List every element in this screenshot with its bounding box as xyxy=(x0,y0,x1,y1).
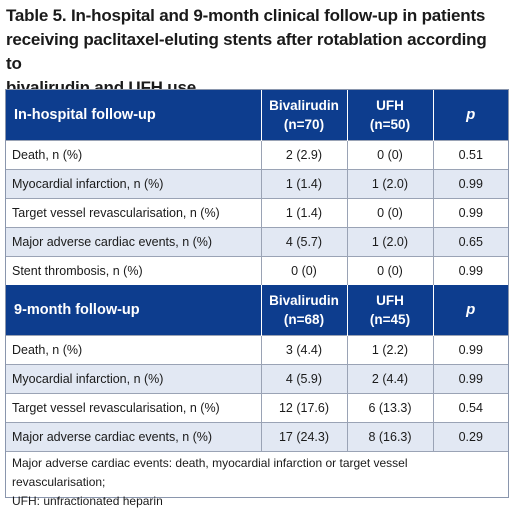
bivalirudin-value: 2 (2.9) xyxy=(260,139,347,169)
ufh-value: 1 (2.2) xyxy=(346,334,433,364)
row-label: Target vessel revascularisation, n (%) xyxy=(6,197,261,227)
p-value: 0.54 xyxy=(432,392,508,422)
p-value: 0.99 xyxy=(432,197,508,227)
table-row: Target vessel revascularisation, n (%) 1… xyxy=(6,392,508,422)
ufh-value: 0 (0) xyxy=(346,197,433,227)
section-header-9-month: 9-month follow-up Bivalirudin (n=68) UFH(… xyxy=(6,285,508,335)
section-title: 9-month follow-up xyxy=(6,285,261,335)
row-label: Death, n (%) xyxy=(6,139,261,169)
caption-line-2: receiving paclitaxel-eluting stents afte… xyxy=(6,30,487,73)
table-row: Myocardial infarction, n (%) 1 (1.4) 1 (… xyxy=(6,168,508,198)
row-label: Major adverse cardiac events, n (%) xyxy=(6,421,261,451)
col-header-ufh: UFH (n=50) xyxy=(346,90,433,140)
section-title: In-hospital follow-up xyxy=(6,90,261,140)
row-label: Stent thrombosis, n (%) xyxy=(6,255,261,285)
row-label: Myocardial infarction, n (%) xyxy=(6,168,261,198)
row-label: Target vessel revascularisation, n (%) xyxy=(6,392,261,422)
results-table: In-hospital follow-up Bivalirudin (n=70) … xyxy=(6,90,508,513)
bivalirudin-value: 0 (0) xyxy=(260,255,347,285)
bivalirudin-value: 3 (4.4) xyxy=(260,334,347,364)
bivalirudin-value: 1 (1.4) xyxy=(260,168,347,198)
section-header-in-hospital: In-hospital follow-up Bivalirudin (n=70) … xyxy=(6,90,508,140)
table-row: Death, n (%) 3 (4.4) 1 (2.2) 0.99 xyxy=(6,334,508,364)
bivalirudin-value: 17 (24.3) xyxy=(260,421,347,451)
table-footnote: Major adverse cardiac events: death, myo… xyxy=(6,450,508,513)
table-row: Major adverse cardiac events, n (%) 4 (5… xyxy=(6,226,508,256)
ufh-value: 8 (16.3) xyxy=(346,421,433,451)
p-value: 0.51 xyxy=(432,139,508,169)
p-value: 0.99 xyxy=(432,363,508,393)
p-value: 0.65 xyxy=(432,226,508,256)
row-label: Myocardial infarction, n (%) xyxy=(6,363,261,393)
table-caption: Table 5. In-hospital and 9-month clinica… xyxy=(6,4,506,100)
col-header-p: p xyxy=(432,90,508,140)
table-row: Target vessel revascularisation, n (%) 1… xyxy=(6,197,508,227)
ufh-value: 1 (2.0) xyxy=(346,226,433,256)
col-header-ufh: UFH (n=45) xyxy=(346,285,433,335)
ufh-value: 2 (4.4) xyxy=(346,363,433,393)
table-row: Death, n (%) 2 (2.9) 0 (0) 0.51 xyxy=(6,139,508,169)
ufh-value: 0 (0) xyxy=(346,139,433,169)
row-label: Major adverse cardiac events, n (%) xyxy=(6,226,261,256)
caption-line-1: Table 5. In-hospital and 9-month clinica… xyxy=(6,6,486,25)
bivalirudin-value: 12 (17.6) xyxy=(260,392,347,422)
col-header-bivalirudin: Bivalirudin (n=68) xyxy=(260,285,347,335)
bivalirudin-value: 1 (1.4) xyxy=(260,197,347,227)
table-row: Myocardial infarction, n (%) 4 (5.9) 2 (… xyxy=(6,363,508,393)
bivalirudin-value: 4 (5.7) xyxy=(260,226,347,256)
ufh-value: 6 (13.3) xyxy=(346,392,433,422)
p-value: 0.99 xyxy=(432,334,508,364)
p-value: 0.99 xyxy=(432,168,508,198)
footnote-line-2: UFH: unfractionated heparin xyxy=(12,493,163,508)
p-value: 0.29 xyxy=(432,421,508,451)
p-value: 0.99 xyxy=(432,255,508,285)
row-label: Death, n (%) xyxy=(6,334,261,364)
col-header-p: p xyxy=(432,285,508,335)
bivalirudin-value: 4 (5.9) xyxy=(260,363,347,393)
col-header-bivalirudin: Bivalirudin (n=70) xyxy=(260,90,347,140)
footnote-line-1: Major adverse cardiac events: death, myo… xyxy=(12,455,408,489)
table-row: Major adverse cardiac events, n (%) 17 (… xyxy=(6,421,508,451)
table-row: Stent thrombosis, n (%) 0 (0) 0 (0) 0.99 xyxy=(6,255,508,285)
ufh-value: 1 (2.0) xyxy=(346,168,433,198)
ufh-value: 0 (0) xyxy=(346,255,433,285)
